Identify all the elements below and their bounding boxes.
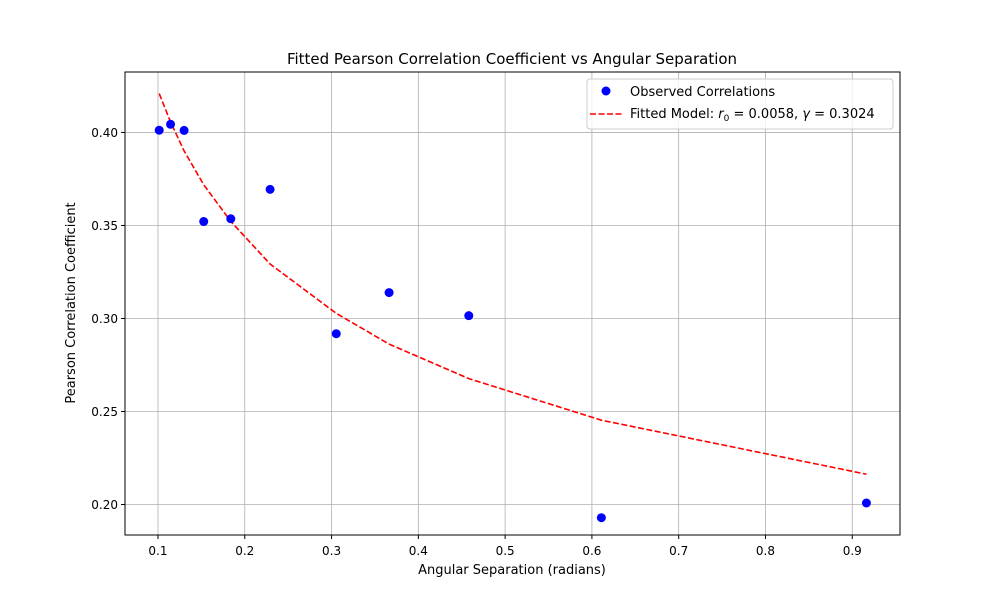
legend-fitted-gamma-symbol: γ	[802, 107, 811, 122]
y-tick-label: 0.20	[91, 498, 118, 512]
x-tick-label: 0.9	[843, 544, 862, 558]
observed-points-layer	[154, 119, 871, 523]
y-tick-label: 0.35	[91, 219, 118, 233]
observed-point	[199, 217, 209, 227]
legend-fitted-prefix: Fitted Model:	[630, 107, 718, 122]
x-tick-label: 0.6	[582, 544, 601, 558]
observed-point	[384, 288, 394, 298]
x-tick-label: 0.8	[756, 544, 775, 558]
legend-fitted-r-value: = 0.0058,	[729, 107, 802, 122]
observed-point	[464, 311, 474, 321]
observed-point	[226, 214, 236, 224]
x-tick-label: 0.3	[322, 544, 341, 558]
chart-title: Fitted Pearson Correlation Coefficient v…	[287, 50, 737, 68]
observed-point	[265, 184, 275, 194]
observed-point	[331, 329, 341, 339]
x-tick-label: 0.7	[669, 544, 688, 558]
x-tick-label: 0.4	[409, 544, 428, 558]
legend-box	[586, 78, 894, 130]
legend-marker-observed	[601, 86, 611, 96]
y-tick-label: 0.40	[91, 126, 118, 140]
x-tick-label: 0.2	[235, 544, 254, 558]
observed-point	[596, 513, 606, 523]
grid-lines	[125, 72, 900, 535]
y-tick-label: 0.25	[91, 405, 118, 419]
y-tick-label: 0.30	[91, 312, 118, 326]
legend-fitted-gamma-value: = 0.3024	[810, 107, 875, 122]
x-axis-label: Angular Separation (radians)	[418, 563, 606, 578]
y-axis-label: Pearson Correlation Coefficient	[64, 202, 79, 403]
x-tick-label: 0.5	[496, 544, 515, 558]
x-tick-label: 0.1	[148, 544, 167, 558]
observed-point	[166, 119, 176, 129]
observed-point	[154, 125, 164, 135]
fitted-model-line	[158, 93, 867, 475]
plot-area-frame	[124, 71, 901, 536]
legend-fitted-r-sub: 0	[724, 114, 730, 124]
observed-point	[179, 125, 189, 135]
legend: Observed Correlations Fitted Model: r0 =…	[586, 78, 894, 130]
y-axis-ticks: 0.20 0.25 0.30 0.35 0.40	[91, 126, 125, 512]
legend-fitted-r-symbol: r	[718, 107, 725, 122]
legend-label-observed: Observed Correlations	[630, 85, 775, 100]
x-axis-ticks: 0.1 0.2 0.3 0.4 0.5 0.6 0.7 0.8 0.9	[148, 535, 862, 558]
legend-label-fitted: Fitted Model: r0 = 0.0058, γ = 0.3024	[630, 107, 875, 124]
observed-point	[861, 498, 871, 508]
fitted-model-layer	[158, 93, 867, 475]
